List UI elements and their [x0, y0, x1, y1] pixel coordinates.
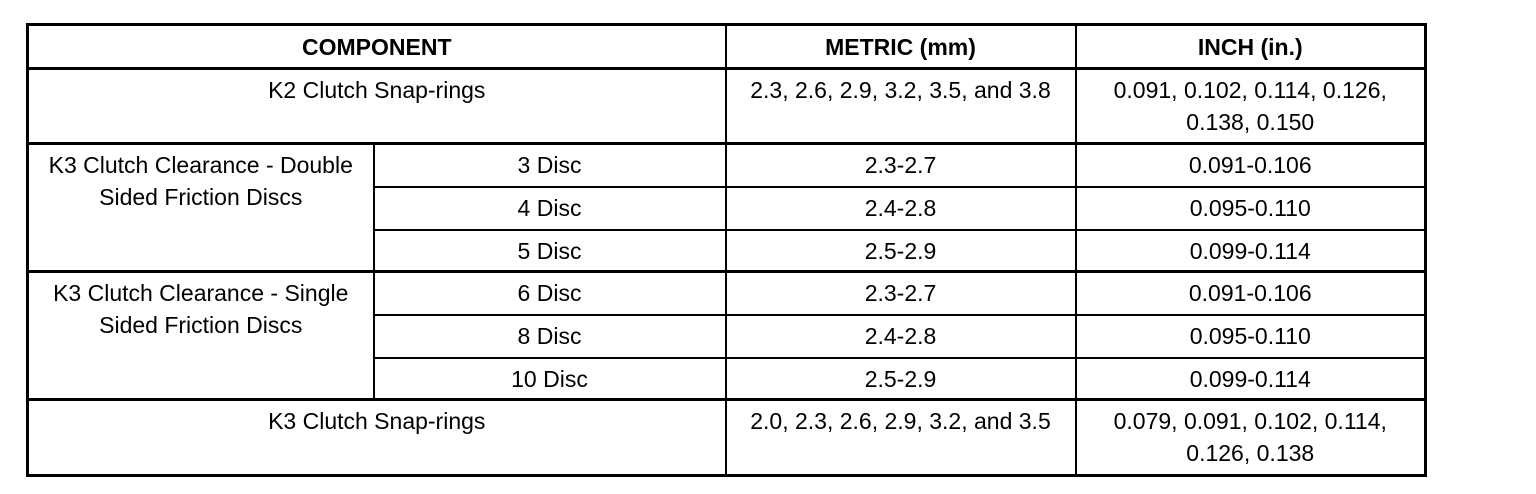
- inch-cell: 0.079, 0.091, 0.102, 0.114, 0.126, 0.138: [1074, 398, 1427, 477]
- spec-table: COMPONENT METRIC (mm) INCH (in.) K2 Clut…: [26, 23, 1427, 477]
- inch-cell: 0.099-0.114: [1074, 228, 1427, 273]
- metric-cell: 2.5-2.9: [724, 228, 1077, 273]
- inch-cell: 0.091, 0.102, 0.114, 0.126, 0.138, 0.150: [1074, 67, 1427, 145]
- inch-cell: 0.091-0.106: [1074, 142, 1427, 188]
- header-metric: METRIC (mm): [724, 23, 1077, 70]
- header-component: COMPONENT: [26, 23, 727, 70]
- table-row: K3 Clutch Clearance - Double Sided Frict…: [26, 142, 1427, 273]
- metric-cell: 2.0, 2.3, 2.6, 2.9, 3.2, and 3.5: [724, 398, 1077, 477]
- metric-cell: 2.4-2.8: [724, 313, 1077, 359]
- metric-cell: 2.5-2.9: [724, 356, 1077, 401]
- table-row: 10 Disc 2.5-2.9 0.099-0.114: [28, 356, 1427, 401]
- metric-cell: 2.3, 2.6, 2.9, 3.2, 3.5, and 3.8: [724, 67, 1077, 145]
- header-row: COMPONENT METRIC (mm) INCH (in.): [26, 23, 1427, 70]
- disc-cell: 5 Disc: [372, 228, 727, 273]
- header-inch: INCH (in.): [1074, 23, 1427, 70]
- component-cell: K3 Clutch Clearance - Single Sided Frict…: [26, 270, 375, 401]
- disc-cell: 4 Disc: [372, 185, 727, 231]
- disc-cell: 8 Disc: [372, 313, 727, 359]
- inch-cell: 0.095-0.110: [1074, 185, 1427, 231]
- component-cell: K3 Clutch Snap-rings: [26, 398, 727, 477]
- inch-cell: 0.091-0.106: [1074, 270, 1427, 316]
- component-cell: K2 Clutch Snap-rings: [26, 67, 727, 145]
- table-row: K3 Clutch Snap-rings 2.0, 2.3, 2.6, 2.9,…: [26, 398, 1427, 477]
- disc-cell: 6 Disc: [372, 270, 727, 316]
- disc-cell: 3 Disc: [372, 142, 727, 188]
- table-row: 4 Disc 2.4-2.8 0.095-0.110: [28, 185, 1427, 231]
- component-cell: K3 Clutch Clearance - Double Sided Frict…: [26, 142, 375, 273]
- metric-cell: 2.4-2.8: [724, 185, 1077, 231]
- metric-cell: 2.3-2.7: [724, 142, 1077, 188]
- table-row: K2 Clutch Snap-rings 2.3, 2.6, 2.9, 3.2,…: [26, 67, 1427, 145]
- table-row: 5 Disc 2.5-2.9 0.099-0.114: [28, 228, 1427, 273]
- inch-cell: 0.095-0.110: [1074, 313, 1427, 359]
- table-row: 8 Disc 2.4-2.8 0.095-0.110: [28, 313, 1427, 359]
- inch-cell: 0.099-0.114: [1074, 356, 1427, 401]
- table-row: K3 Clutch Clearance - Single Sided Frict…: [26, 270, 1427, 401]
- metric-cell: 2.3-2.7: [724, 270, 1077, 316]
- disc-cell: 10 Disc: [372, 356, 727, 401]
